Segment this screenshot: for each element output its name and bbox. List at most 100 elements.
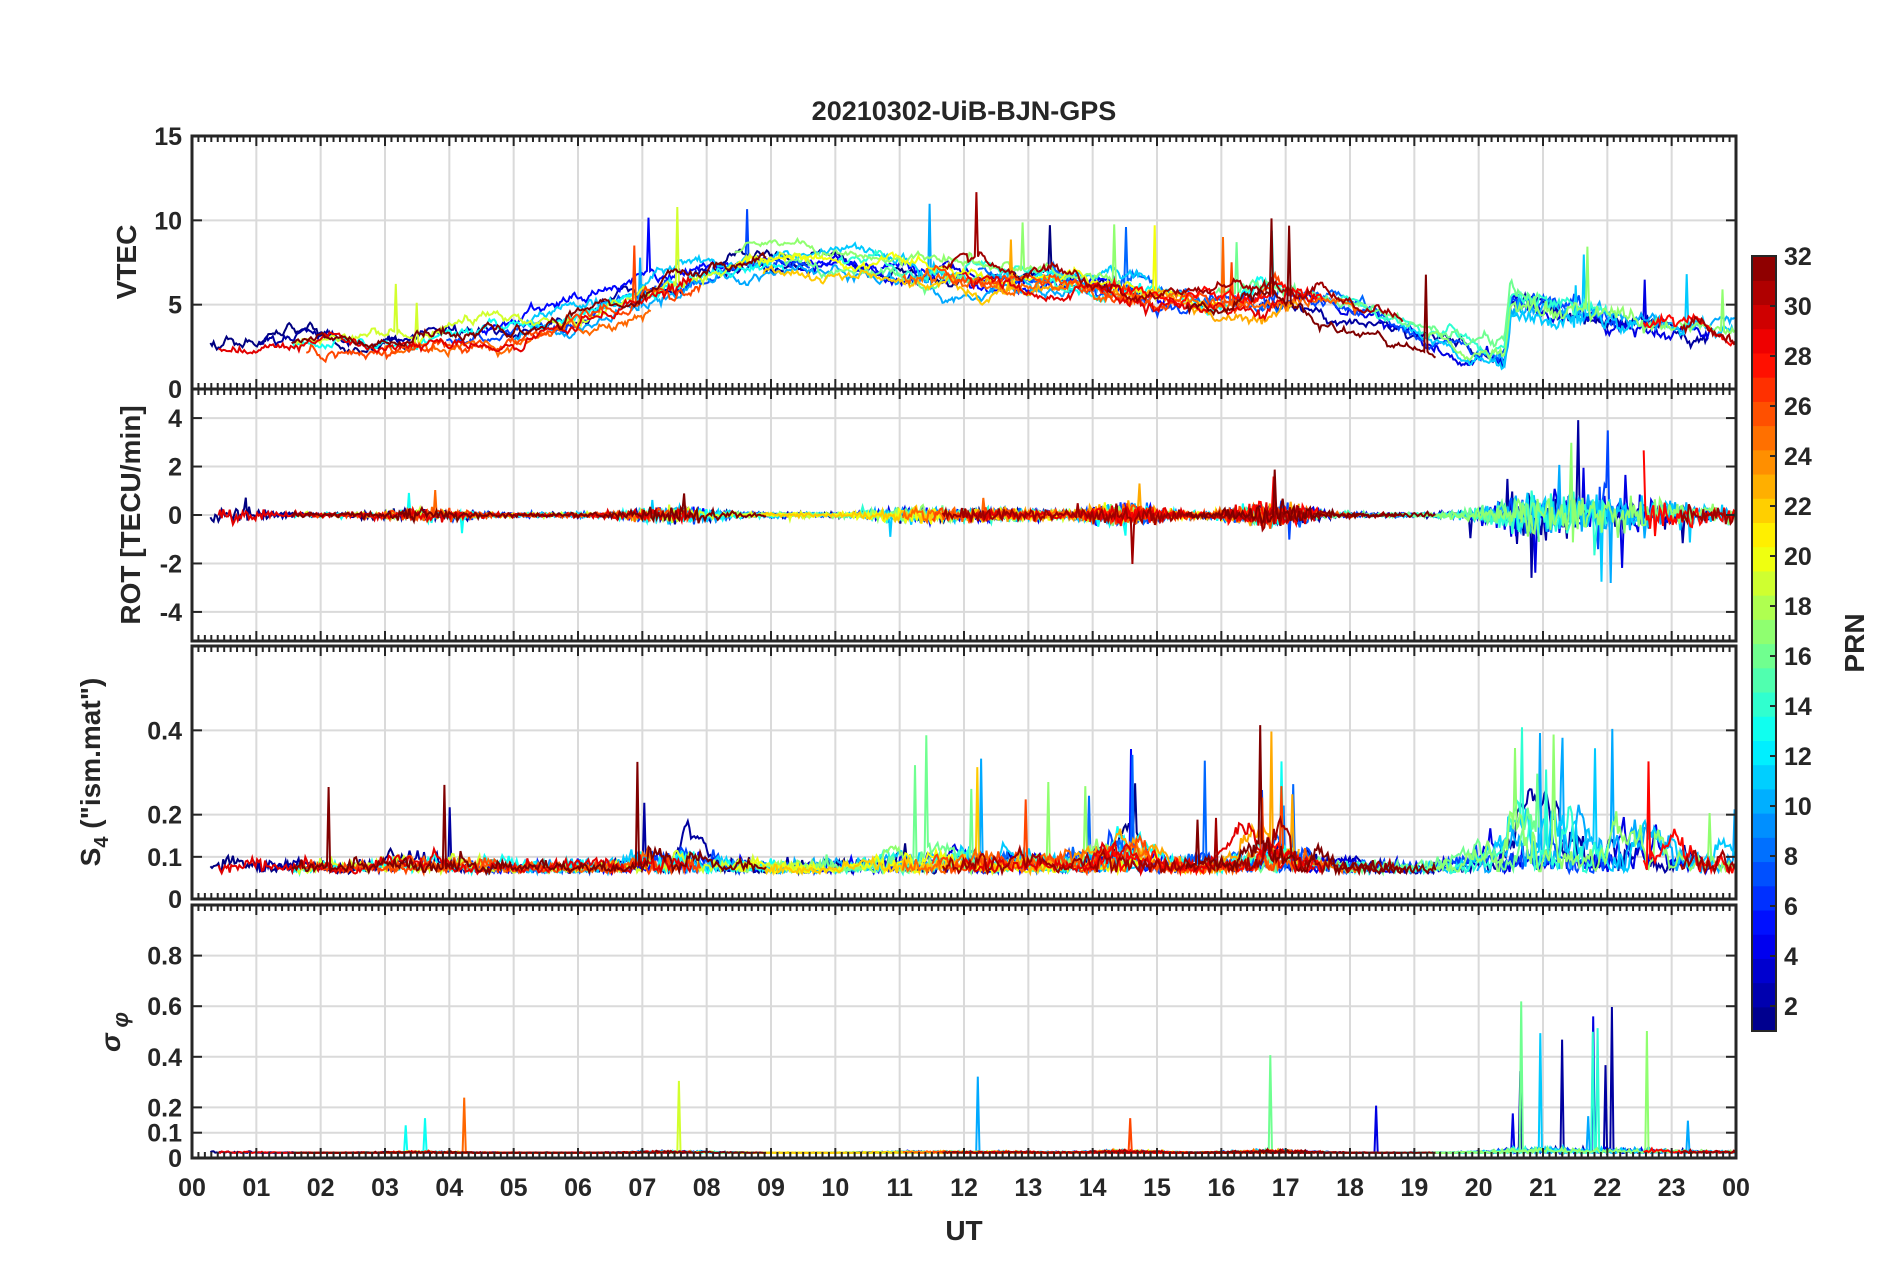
y-ticks-s4: 0 0.1 0.2 0.4 xyxy=(147,717,1736,914)
colorbar-tick-label: 4 xyxy=(1784,943,1798,971)
ylabel-sigma-main: σ xyxy=(95,1032,126,1052)
colorbar-segment xyxy=(1752,934,1776,959)
xlabel: UT xyxy=(945,1215,982,1246)
grid-sigma xyxy=(192,905,1736,1159)
panel-vtec: 0 5 10 15 VTEC xyxy=(111,123,1738,404)
trace-prn-31 xyxy=(941,192,1404,323)
y-tick-label: 0 xyxy=(168,1145,182,1173)
frame-s4 xyxy=(190,644,1738,901)
colorbar-segment xyxy=(1752,837,1776,863)
trace-prn-22 xyxy=(762,264,1020,306)
colorbar-segment xyxy=(1752,788,1776,814)
colorbar-tick-label: 14 xyxy=(1784,693,1812,721)
trace-prn-31 xyxy=(1680,1148,1736,1154)
x-tick-label: 08 xyxy=(693,1174,721,1202)
x-tick-label: 00 xyxy=(178,1174,206,1202)
panel-sigma: 00.10.2 0.4 0.6 0.8 σφ xyxy=(95,903,1738,1173)
colorbar-label: PRN xyxy=(1839,613,1870,672)
trace-prn-11 xyxy=(1399,254,1736,371)
trace-prn-28 xyxy=(1642,312,1736,347)
trace-prn-29 xyxy=(218,274,693,355)
colorbar-segment xyxy=(1752,691,1776,717)
x-tick-label: 04 xyxy=(435,1174,463,1202)
y-tick-label: 2 xyxy=(168,454,182,482)
trace-prn-20 xyxy=(734,225,1223,310)
y-tick-label: 0.1 xyxy=(147,1120,182,1148)
ylabel-sigma-sub: φ xyxy=(108,1012,133,1027)
x-tick-label: 10 xyxy=(821,1174,849,1202)
panel-s4: 0 0.1 0.2 0.4 S4 ("ism.mat") xyxy=(75,644,1738,914)
colorbar-segment xyxy=(1752,328,1776,354)
colorbar-tick-label: 18 xyxy=(1784,593,1812,621)
colorbar-segment xyxy=(1752,909,1776,935)
trace-prn-28 xyxy=(1083,836,1325,877)
x-tick-label: 20 xyxy=(1465,1174,1493,1202)
ylabel-s4-rest: ("ism.mat") xyxy=(75,678,106,837)
trace-prn-32 xyxy=(1185,469,1436,526)
colorbar-tick-label: 20 xyxy=(1784,543,1812,571)
x-tick-label: 17 xyxy=(1272,1174,1300,1202)
x-tick-label: 16 xyxy=(1207,1174,1235,1202)
y-tick-label: 0.2 xyxy=(147,802,182,830)
ylabel-s4-main: S xyxy=(75,848,106,867)
colorbar-segment xyxy=(1752,958,1776,984)
colorbar-segment xyxy=(1752,982,1776,1008)
trace-prn-13 xyxy=(292,260,785,352)
y-tick-label: 15 xyxy=(154,123,182,151)
y-tick-label: 0 xyxy=(168,502,182,530)
x-tick-label: 15 xyxy=(1143,1174,1171,1202)
frame-sigma xyxy=(190,903,1738,1160)
colorbar-tick-label: 30 xyxy=(1784,293,1812,321)
colorbar-tick-label: 10 xyxy=(1784,793,1812,821)
x-tick-label: 12 xyxy=(950,1174,978,1202)
y-tick-label: -4 xyxy=(160,599,182,627)
colorbar-segment xyxy=(1752,425,1776,451)
x-tick-label: 03 xyxy=(371,1174,399,1202)
colorbar-tick-label: 24 xyxy=(1784,443,1812,471)
ylabel-rot: ROT [TECU/min] xyxy=(115,405,146,624)
colorbar-segment xyxy=(1752,280,1776,306)
x-tick-label: 23 xyxy=(1658,1174,1686,1202)
x-tick-labels: 00 01 02 03 04 05 06 07 08 09 10 11 12 13 14 15 16 17 18 19… xyxy=(178,1174,1750,1202)
ylabel-vtec: VTEC xyxy=(111,225,142,300)
y-tick-label: 0.8 xyxy=(147,943,182,971)
x-tick-label: 02 xyxy=(307,1174,335,1202)
trace-prn-32 xyxy=(291,493,767,525)
y-ticks-rot: -4 -2 0 2 4 xyxy=(160,405,1736,627)
colorbar-tick-label: 26 xyxy=(1784,393,1812,421)
panel-rot: -4 -2 0 2 4 ROT [TECU/min] xyxy=(115,387,1738,643)
x-tick-label: 13 xyxy=(1014,1174,1042,1202)
x-tick-label: 06 xyxy=(564,1174,592,1202)
x-tick-label: 14 xyxy=(1079,1174,1107,1202)
x-tick-label: 19 xyxy=(1400,1174,1428,1202)
colorbar-tick-label: 28 xyxy=(1784,343,1812,371)
colorbar-segment xyxy=(1752,595,1776,620)
trace-prn-31 xyxy=(1679,503,1736,526)
x-tick-label: 05 xyxy=(500,1174,528,1202)
colorbar-tick-label: 32 xyxy=(1784,243,1812,271)
colorbar-segment xyxy=(1752,352,1776,378)
colorbar-segment xyxy=(1752,304,1776,330)
trace-prn-29 xyxy=(961,271,1316,322)
colorbar-segment xyxy=(1752,449,1776,475)
colorbar-segment xyxy=(1752,619,1776,645)
trace-prn-32 xyxy=(1185,218,1437,359)
trace-prn-19 xyxy=(295,206,812,346)
y-tick-label: 0 xyxy=(168,886,182,914)
colorbar-segment xyxy=(1752,764,1776,790)
y-tick-label: 5 xyxy=(168,292,182,320)
x-tick-label: 21 xyxy=(1529,1174,1557,1202)
trace-prn-31 xyxy=(941,814,1404,877)
colorbar-tick-label: 12 xyxy=(1784,743,1812,771)
trace-prn-26 xyxy=(932,262,1284,315)
colorbar-tick-label: 2 xyxy=(1784,993,1798,1021)
colorbar-segment xyxy=(1752,522,1776,548)
colorbar-segment xyxy=(1752,256,1776,281)
trace-prn-17 xyxy=(734,222,1145,299)
y-tick-label: 0.1 xyxy=(147,844,182,872)
minor-ticks-rot xyxy=(197,389,1731,641)
trace-prn-31 xyxy=(1679,848,1736,875)
y-tick-label: -2 xyxy=(160,550,182,578)
colorbar-tick-label: 6 xyxy=(1784,893,1798,921)
